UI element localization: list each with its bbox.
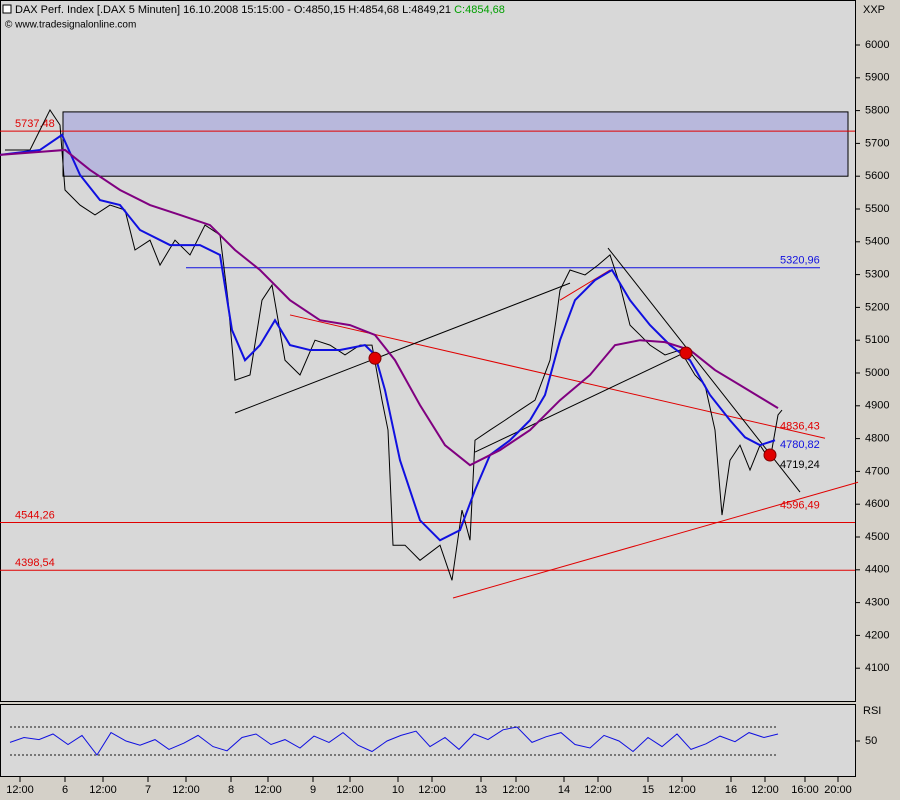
x-tick-label: 14	[558, 784, 570, 796]
x-tick-label: 12:00	[418, 784, 446, 796]
y-tick-label: 4700	[865, 465, 889, 477]
y-tick-label: 5000	[865, 367, 889, 379]
plot-layer: 4100 4200 4300 4400 4500 4600 4700 4800 4900 5000…	[0, 39, 889, 796]
x-tick-label: 12:00	[89, 784, 117, 796]
x-tick-label: 12:00	[668, 784, 696, 796]
x-tick-label: 12:00	[502, 784, 530, 796]
y-tick-label: 4600	[865, 498, 889, 510]
resistance-zone	[62, 111, 849, 177]
trend-line	[234, 282, 571, 414]
x-tick-label: 12:00	[254, 784, 282, 796]
level-label: 5320,96	[780, 255, 820, 267]
y-tick-label: 5800	[865, 105, 889, 117]
symbol: XXP	[863, 4, 885, 16]
y-tick-label: 6000	[865, 39, 889, 51]
level-label: 4544,26	[15, 509, 55, 521]
y-tick-label: 5700	[865, 137, 889, 149]
y-tick-label: 50	[865, 735, 877, 747]
y-tick-label: 5100	[865, 334, 889, 346]
price-annotation: 4596,49	[780, 499, 820, 511]
x-tick-label: 12:00	[751, 784, 779, 796]
y-tick-label: 4900	[865, 400, 889, 412]
title-text: DAX Perf. Index [.DAX 5 Minuten] 16.10.2…	[15, 4, 451, 16]
trend-line	[289, 314, 826, 439]
chart-title: DAX Perf. Index [.DAX 5 Minuten] 16.10.2…	[15, 4, 505, 16]
x-tick-label: 6	[62, 784, 68, 796]
x-tick-label: 12:00	[336, 784, 364, 796]
y-tick-label: 4800	[865, 433, 889, 445]
x-tick-label: 10	[392, 784, 404, 796]
level-label: 5737,48	[15, 118, 55, 130]
source: © www.tradesignalonline.com	[5, 20, 136, 31]
price-annotation: 4780,82	[780, 439, 820, 451]
y-tick-label: 5900	[865, 72, 889, 84]
trend-line	[474, 349, 691, 453]
x-tick-label: 13	[475, 784, 487, 796]
y-tick-label: 5500	[865, 203, 889, 215]
price-line	[0, 133, 776, 542]
rsi-panel	[0, 704, 856, 777]
y-tick-label: 4400	[865, 564, 889, 576]
y-tick-label: 4300	[865, 597, 889, 609]
signal-marker	[763, 448, 777, 462]
y-tick-label: 5600	[865, 170, 889, 182]
x-tick-label: 9	[310, 784, 316, 796]
x-tick-label: 16	[725, 784, 737, 796]
x-tick-label: 7	[145, 784, 151, 796]
y-tick-label: 5300	[865, 269, 889, 281]
title-close: C:4854,68	[454, 4, 505, 16]
y-tick-label: 4200	[865, 629, 889, 641]
x-tick-label: 8	[228, 784, 234, 796]
signal-marker	[679, 346, 693, 360]
price-line	[9, 726, 779, 756]
y-tick-label: 5200	[865, 301, 889, 313]
y-tick-label: 4100	[865, 662, 889, 674]
x-tick-label: 12:00	[6, 784, 34, 796]
x-tick-label: 16:00	[791, 784, 819, 796]
signal-marker	[368, 351, 382, 365]
x-tick-label: 12:00	[172, 784, 200, 796]
y-tick-label: 5400	[865, 236, 889, 248]
price-annotation: 4836,43	[780, 421, 820, 433]
price-annotation: 4719,24	[780, 459, 820, 471]
x-tick-label: 20:00	[824, 784, 852, 796]
price-panel	[0, 0, 856, 702]
x-tick-label: 12:00	[584, 784, 612, 796]
trend-line	[452, 481, 859, 599]
panel-icon	[2, 4, 12, 14]
y-tick-label: 4500	[865, 531, 889, 543]
rsi-title: RSI	[863, 705, 881, 717]
level-label: 4398,54	[15, 557, 55, 569]
x-tick-label: 15	[642, 784, 654, 796]
price-line	[0, 148, 779, 467]
